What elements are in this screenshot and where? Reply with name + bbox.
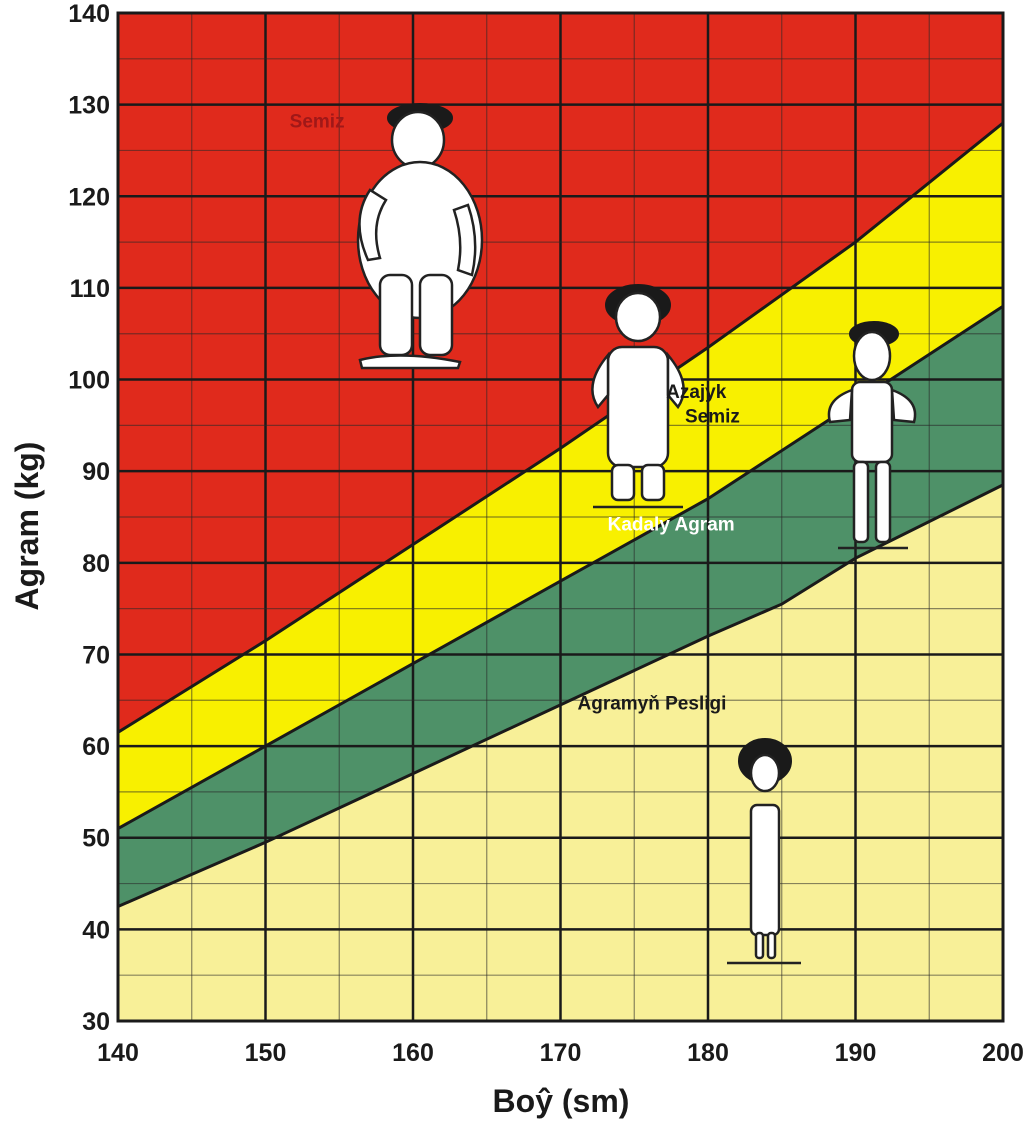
x-tick-label: 150 bbox=[245, 1039, 287, 1067]
y-tick-label: 80 bbox=[82, 550, 110, 578]
normal-weight-boy-figure bbox=[827, 321, 917, 550]
zone-annotation: Semiz bbox=[685, 407, 740, 428]
x-tick-label: 200 bbox=[982, 1039, 1024, 1067]
boundary-line-0 bbox=[117, 483, 1004, 908]
y-tick-label: 140 bbox=[68, 0, 110, 28]
zone-annotation: Azajyk bbox=[666, 382, 727, 403]
y-tick-label: 30 bbox=[82, 1008, 110, 1036]
tick-labels: 140 150 160 170 180 190 200 30 40 50 60 70 80 90 100 11… bbox=[68, 0, 1024, 1067]
y-tick-label: 110 bbox=[70, 275, 110, 303]
x-tick-label: 140 bbox=[97, 1039, 139, 1067]
zone-annotation: Kadaly Agram bbox=[608, 515, 735, 536]
y-tick-label: 120 bbox=[68, 183, 110, 211]
overweight-person-figure bbox=[591, 284, 685, 509]
y-tick-label: 70 bbox=[82, 641, 110, 669]
x-tick-label: 160 bbox=[392, 1039, 434, 1067]
x-tick-label: 170 bbox=[540, 1039, 582, 1067]
zone-annotation: Semiz bbox=[290, 112, 345, 133]
y-tick-label: 50 bbox=[82, 825, 110, 853]
x-axis-title: Boŷ (sm) bbox=[493, 1083, 630, 1119]
zone-annotation: Agramyň Pesligi bbox=[578, 693, 727, 714]
y-axis-title: Agram (kg) bbox=[9, 442, 45, 611]
y-tick-label: 130 bbox=[68, 92, 110, 120]
underweight-girl-figure bbox=[727, 738, 801, 965]
y-tick-label: 40 bbox=[82, 916, 110, 944]
boundary-line-2 bbox=[117, 121, 1004, 734]
obese-man-figure bbox=[356, 103, 484, 370]
y-tick-label: 90 bbox=[82, 458, 110, 486]
zone-labels: Semiz Azajyk Semiz Kadaly Agram Agramyň Pesl… bbox=[290, 112, 740, 715]
y-tick-label: 100 bbox=[68, 367, 110, 395]
x-tick-label: 190 bbox=[835, 1039, 877, 1067]
plot-frame bbox=[116, 11, 1005, 1023]
y-tick-label: 60 bbox=[82, 733, 110, 761]
x-tick-label: 180 bbox=[687, 1039, 729, 1067]
